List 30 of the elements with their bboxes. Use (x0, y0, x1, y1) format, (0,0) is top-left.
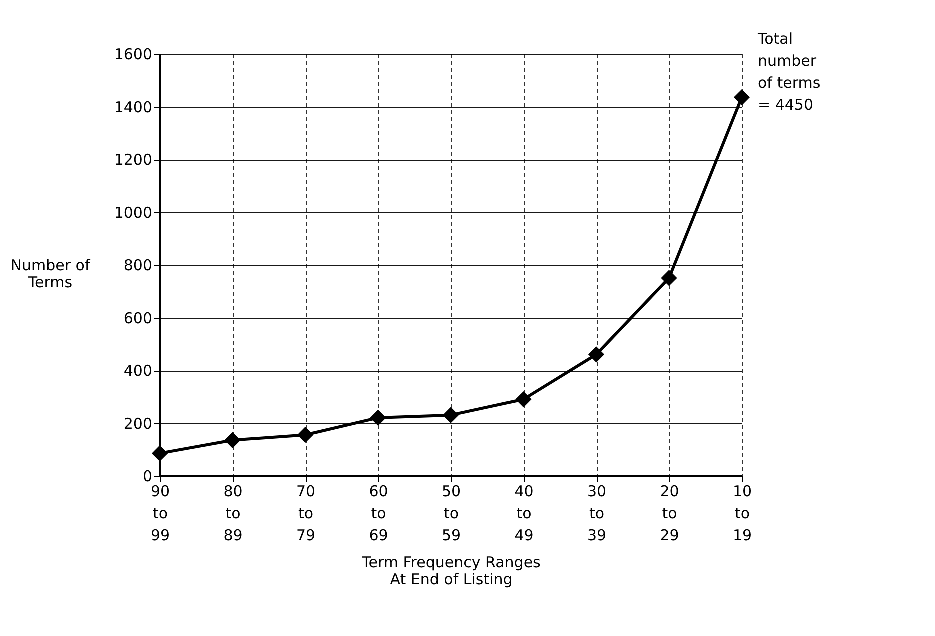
point (152, 446, 168, 462)
y-axis-title: Number of Terms (10, 256, 91, 292)
point (516, 391, 532, 408)
point (297, 427, 314, 444)
y-tick-label: 800 (124, 256, 152, 274)
x-tick-label: 10 to 19 (732, 482, 752, 544)
point (370, 410, 386, 426)
x-tick-label: 60 to 69 (369, 482, 388, 544)
text: Total number of terms = 4450 (757, 30, 821, 114)
x-tick-label: 50 to 59 (442, 482, 462, 544)
x-tick-label: 30 to 39 (587, 482, 607, 544)
x-tick-label: 80 to 89 (224, 482, 243, 544)
x-tick-label: 70 to 79 (296, 482, 316, 544)
x-tick-label: 20 to 29 (660, 482, 680, 544)
x-tick-label: 40 to 49 (514, 482, 534, 544)
y-tick-label: 600 (124, 309, 152, 328)
y-tick-label: 1600 (114, 46, 152, 64)
y-tick-label: 0 (142, 468, 152, 486)
point (224, 432, 241, 448)
x-axis-title: Term Frequency Ranges At End of Listing (361, 554, 542, 588)
point (734, 89, 750, 106)
x-tick-label: 90 to 99 (150, 482, 170, 544)
y-tick-label: 1400 (114, 98, 152, 116)
y-tick-label: 1200 (114, 151, 152, 169)
point (442, 407, 460, 424)
point (588, 346, 605, 363)
y-tick-label: 1000 (114, 204, 152, 222)
y-tick-label: 200 (124, 414, 152, 433)
point (661, 270, 678, 286)
y-tick-label: 400 (124, 362, 152, 380)
